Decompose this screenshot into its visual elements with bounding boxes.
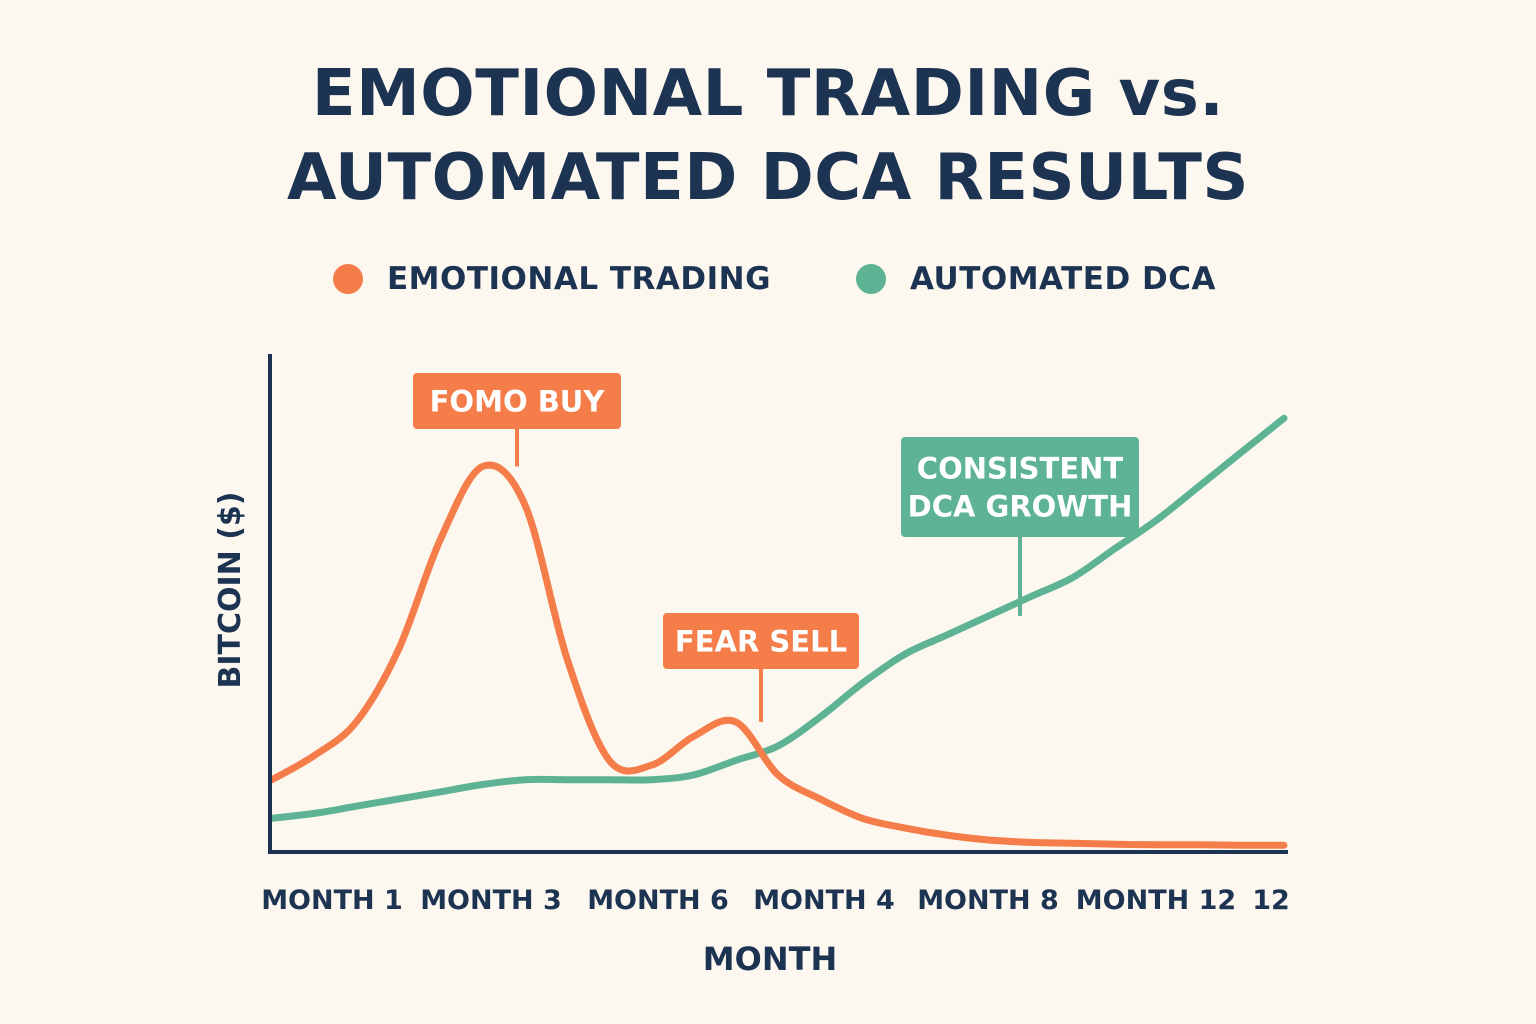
series-line-automated-dca — [268, 414, 1288, 822]
callout-consistent-dca-growth: CONSISTENT DCA GROWTH — [901, 437, 1139, 616]
callout-fomo-buy: FOMO BUY — [413, 373, 621, 467]
callout-box — [901, 437, 1139, 537]
x-tick-label: MONTH 4 — [753, 885, 895, 916]
legend-marker-emotional-trading — [333, 264, 363, 294]
callout-label: CONSISTENT — [917, 451, 1124, 485]
y-axis-title: BITCOIN ($) — [213, 491, 248, 688]
legend-label-emotional-trading: EMOTIONAL TRADING — [387, 261, 772, 297]
callout-label: DCA GROWTH — [908, 489, 1133, 523]
x-tick-labels: MONTH 1 MONTH 3 MONTH 6 MONTH 4 MONTH 8 MONTH… — [261, 885, 1290, 916]
x-tick-label: MONTH 3 — [420, 885, 562, 916]
legend-item-emotional-trading: EMOTIONAL TRADING — [333, 254, 771, 304]
callout-label: FOMO BUY — [430, 384, 606, 418]
chart-title: EMOTIONAL TRADING vs. AUTOMATED DCA RESU… — [0, 52, 1536, 220]
x-tick-label: MONTH 8 — [917, 885, 1059, 916]
x-tick-label: MONTH 1 — [261, 885, 403, 916]
callout-box — [413, 373, 621, 429]
callout-fear-sell: FEAR SELL — [663, 613, 859, 722]
chart-title-line-2: AUTOMATED DCA RESULTS — [286, 141, 1250, 215]
callouts-layer: FOMO BUY FEAR SELL CONSISTENT DCA GROWTH — [413, 373, 1139, 722]
x-tick-label: MONTH 12 — [1076, 885, 1236, 916]
callout-box — [663, 613, 859, 669]
legend-item-automated-dca: AUTOMATED DCA — [856, 254, 1216, 304]
legend: EMOTIONAL TRADING AUTOMATED DCA — [0, 254, 1536, 304]
callout-label: FEAR SELL — [675, 624, 847, 658]
axes-layer — [268, 354, 1288, 854]
x-tick-label: MONTH 6 — [587, 885, 729, 916]
legend-marker-automated-dca — [856, 264, 886, 294]
x-tick-label: 12 — [1252, 885, 1290, 916]
legend-label-automated-dca: AUTOMATED DCA — [910, 261, 1216, 297]
chart-title-line-1: EMOTIONAL TRADING vs. — [311, 57, 1225, 131]
series-layer — [268, 414, 1288, 849]
x-axis-title: MONTH — [703, 940, 837, 978]
series-line-emotional-trading — [268, 461, 1288, 849]
